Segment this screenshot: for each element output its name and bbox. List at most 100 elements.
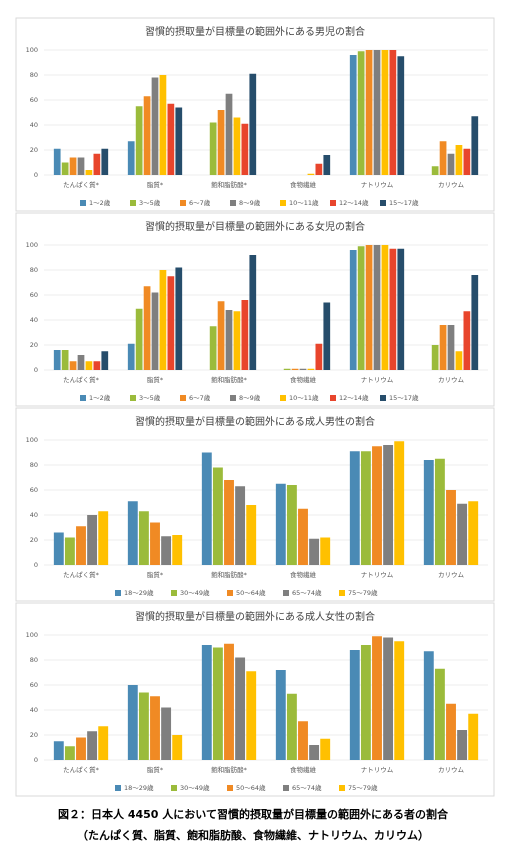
bar [76,737,86,760]
bar [135,308,143,370]
bar [423,460,434,565]
bar [138,692,149,760]
bar [307,173,315,175]
bar [360,645,371,760]
bar [77,157,85,175]
legend-label: 18～29歳 [124,588,154,597]
bar [298,721,308,760]
bar [143,286,151,370]
legend-label: 6～7歳 [189,393,211,402]
legend-swatch [230,395,236,401]
bar [224,643,234,760]
bar [298,508,308,565]
bar [87,515,98,565]
bar [434,668,445,760]
bar [225,93,233,175]
bar [235,657,246,760]
legend-swatch [330,200,336,206]
legend-label: 8～9歳 [239,393,261,402]
chart-title: 習慣的摂取量が目標量の範囲外にある女児の割合 [145,220,365,233]
bar [309,745,320,760]
bar [249,255,257,370]
bar [127,343,135,370]
legend-swatch [171,590,177,596]
bar [463,311,471,370]
x-tick-label: 食物繊維 [290,180,317,189]
bar [143,96,151,175]
x-tick-label: 脂質* [147,180,164,189]
x-tick-label: カリウム [438,376,465,384]
legend-swatch [283,590,289,596]
bar [381,50,389,175]
y-tick-label: 0 [34,171,38,179]
bar [212,467,223,565]
bar [98,726,109,760]
bar [85,170,93,175]
legend-label: 30～49歳 [180,588,210,597]
bar [447,325,455,370]
legend-swatch [280,395,286,401]
bar [93,153,101,175]
bar [209,326,217,370]
bar [323,155,331,175]
bar [468,501,479,565]
bar [246,505,257,565]
legend-label: 12～14歳 [339,393,369,402]
bar [365,245,373,370]
legend-swatch [115,590,121,596]
bar [349,250,357,370]
x-tick-label: ナトリウム [361,571,394,579]
bar [286,693,297,760]
chart-title: 習慣的摂取量が目標量の範囲外にある成人男性の割合 [135,415,375,428]
x-tick-label: カリウム [438,571,465,579]
bar [447,153,455,175]
bar [357,51,365,175]
bar [53,741,64,760]
bar [275,483,286,565]
bar [463,148,471,175]
x-tick-label: ナトリウム [361,181,394,189]
legend-label: 1～2歳 [89,198,111,207]
bar [309,538,320,565]
bar [93,361,101,370]
y-tick-label: 60 [30,291,38,299]
bar [394,441,405,565]
legend-swatch [380,395,386,401]
bar [209,122,217,175]
bar [87,731,98,760]
legend-label: 10～11歳 [289,198,319,207]
y-tick-label: 80 [30,71,38,79]
legend-label: 3～5歳 [139,198,161,207]
bar [241,300,249,370]
bar [457,503,468,565]
legend-label: 75～79歳 [348,588,378,597]
bar [172,535,183,565]
legend-swatch [280,200,286,206]
bar [383,637,394,760]
bar [357,246,365,370]
bar [69,157,77,175]
bar [349,55,357,175]
legend-swatch [130,395,136,401]
x-tick-label: カリウム [438,766,465,774]
bar [61,162,69,175]
legend-swatch [171,785,177,791]
y-tick-label: 60 [30,486,38,494]
bar [275,670,286,760]
bar [224,480,234,565]
bar [246,671,257,760]
legend-label: 65～74歳 [292,588,322,597]
y-tick-label: 80 [30,461,38,469]
bar [175,267,183,370]
bar [457,730,468,760]
bar [471,116,479,175]
bar [455,351,463,370]
x-tick-label: 食物繊維 [290,570,317,579]
bar [235,486,246,565]
legend-swatch [130,200,136,206]
y-tick-label: 80 [30,656,38,664]
legend-swatch [80,200,86,206]
legend-label: 3～5歳 [139,393,161,402]
legend-swatch [330,395,336,401]
bar [439,325,447,370]
